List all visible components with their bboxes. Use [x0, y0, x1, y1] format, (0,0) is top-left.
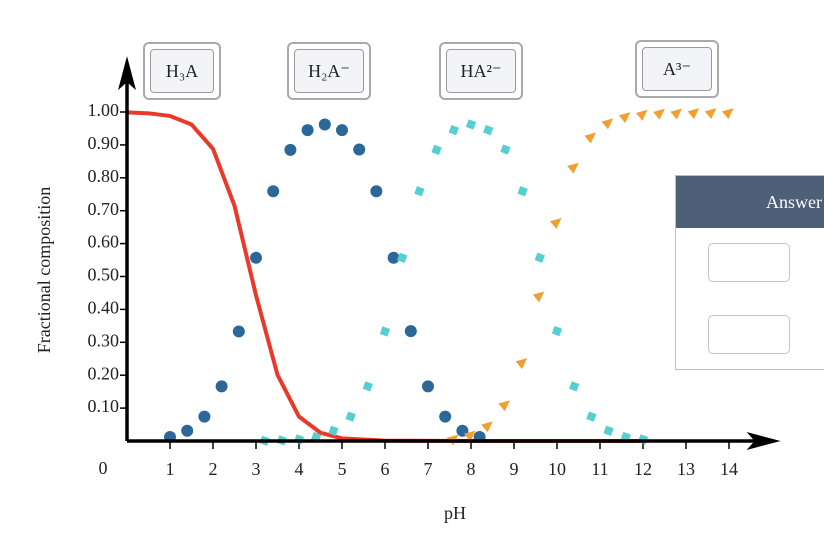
point — [534, 252, 545, 263]
point — [704, 108, 717, 120]
y-tick-label: 0.30 — [88, 330, 120, 350]
point — [670, 108, 682, 120]
point — [301, 124, 314, 137]
point — [483, 124, 494, 136]
answer-panel: Answer — [675, 175, 824, 370]
point — [336, 124, 348, 137]
point — [586, 411, 597, 422]
point — [181, 424, 194, 437]
label-tag[interactable]: HA²⁻ — [439, 42, 523, 100]
x-tick-label: 13 — [677, 459, 695, 479]
x-tick-label: 14 — [720, 459, 738, 479]
point — [215, 380, 228, 393]
x-tick-label: 1 — [166, 459, 175, 479]
answer-slot[interactable] — [708, 315, 790, 354]
x-tick-label: 12 — [634, 459, 652, 479]
origin-label: 0 — [99, 458, 108, 478]
point — [198, 410, 211, 423]
point — [635, 109, 648, 121]
point — [431, 144, 442, 155]
point — [687, 108, 700, 120]
x-tick-label: 8 — [467, 459, 476, 479]
y-tick-label: 0.90 — [88, 133, 120, 153]
x-tick-label: 5 — [338, 459, 347, 479]
point — [448, 124, 459, 136]
label-tag[interactable]: H₃A — [143, 42, 221, 100]
label-tag[interactable]: A³⁻ — [635, 40, 719, 98]
label-text[interactable]: HA²⁻ — [446, 49, 516, 93]
x-axis-arrow — [746, 432, 781, 450]
point — [439, 410, 452, 423]
point — [422, 380, 434, 393]
point — [721, 108, 734, 120]
label-text[interactable]: A³⁻ — [642, 47, 712, 91]
curve — [126, 110, 643, 443]
point — [567, 162, 579, 174]
y-tick-label: 0.40 — [88, 298, 120, 318]
answer-header: Answer — [676, 176, 824, 228]
y-axis-arrow — [118, 56, 136, 91]
point — [500, 144, 511, 155]
point — [481, 421, 493, 433]
y-tick-label: 0.50 — [88, 265, 120, 285]
point — [414, 186, 425, 197]
point — [232, 325, 245, 338]
point — [463, 430, 476, 442]
x-tick-label: 10 — [548, 459, 566, 479]
y-tick-label: 0.20 — [88, 363, 120, 383]
point — [345, 411, 356, 422]
point — [465, 119, 477, 130]
point — [387, 251, 400, 264]
point — [551, 325, 563, 337]
point — [404, 325, 417, 338]
point — [318, 118, 331, 131]
label-tag[interactable]: H₂A⁻ — [287, 42, 371, 100]
x-tick-label: 2 — [209, 459, 218, 479]
point — [267, 185, 280, 198]
x-tick-label: 4 — [295, 459, 304, 479]
x-tick-label: 11 — [591, 459, 608, 479]
point — [549, 218, 562, 229]
y-tick-label: 0.10 — [88, 396, 120, 416]
y-tick-label: 0.80 — [88, 166, 120, 186]
x-axis-label: pH — [444, 503, 466, 523]
point — [517, 186, 528, 197]
y-tick-label: 0.70 — [88, 199, 120, 219]
point — [498, 400, 510, 412]
x-tick-label: 9 — [510, 459, 519, 479]
y-tick-label: 0.60 — [88, 232, 120, 252]
answer-slot[interactable] — [708, 243, 790, 282]
point — [601, 118, 614, 130]
label-text[interactable]: H₂A⁻ — [294, 49, 364, 93]
x-tick-label: 6 — [381, 459, 390, 479]
x-tick-label: 3 — [252, 459, 261, 479]
x-tick-label: 7 — [424, 459, 433, 479]
y-tick-label: 1.00 — [88, 100, 120, 120]
point — [328, 425, 339, 436]
point — [603, 425, 614, 436]
point — [370, 185, 383, 198]
point — [379, 326, 391, 337]
point — [353, 143, 366, 156]
label-text[interactable]: H₃A — [150, 49, 214, 93]
point — [250, 251, 262, 264]
point — [284, 143, 297, 156]
point — [515, 358, 528, 370]
y-axis-label: Fractional composition — [34, 187, 54, 353]
point — [618, 112, 631, 123]
point — [653, 108, 665, 120]
point — [569, 381, 580, 392]
point — [362, 381, 373, 392]
point — [532, 291, 545, 303]
point — [584, 132, 596, 144]
point — [397, 252, 408, 263]
